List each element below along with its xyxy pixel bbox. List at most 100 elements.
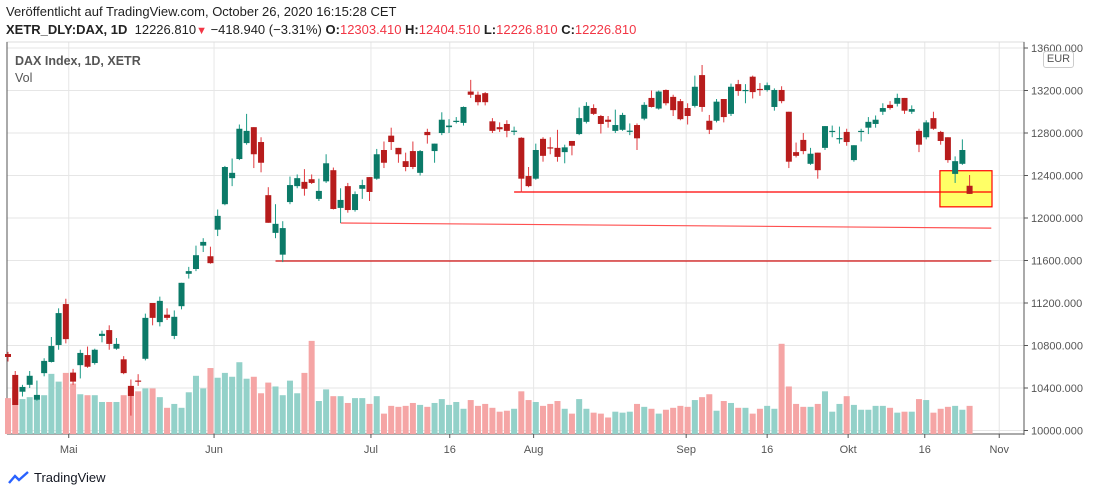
volume-bar xyxy=(55,381,62,434)
volume-bar xyxy=(344,402,351,434)
volume-bar xyxy=(908,411,915,434)
candle-body xyxy=(424,131,431,136)
candle-body xyxy=(872,119,879,124)
candle-body xyxy=(149,303,156,318)
candle xyxy=(373,148,380,180)
candle xyxy=(185,266,192,279)
candle xyxy=(930,111,937,130)
candle-body xyxy=(236,128,243,160)
candle xyxy=(258,137,265,173)
candle xyxy=(431,143,438,163)
candle xyxy=(959,139,966,165)
volume-bar xyxy=(764,405,771,434)
candle-body xyxy=(308,179,315,183)
candle xyxy=(923,120,930,140)
candle-body xyxy=(597,116,604,124)
candle-body xyxy=(330,170,337,209)
candle xyxy=(901,97,908,114)
x-tick-label: 16 xyxy=(919,444,931,456)
candle-body xyxy=(352,194,359,211)
candle-body xyxy=(850,145,857,161)
candle xyxy=(850,145,857,162)
volume-bar xyxy=(236,362,243,434)
volume-bar xyxy=(525,400,532,434)
volume-bar xyxy=(807,406,814,434)
x-tick-label: Nov xyxy=(989,444,1009,456)
volume-bar xyxy=(503,410,510,434)
candle xyxy=(402,152,409,172)
tradingview-branding[interactable]: TradingView xyxy=(8,470,106,485)
candle xyxy=(720,99,727,123)
volume-bar xyxy=(655,413,662,434)
candle-body xyxy=(930,118,937,129)
candle-body xyxy=(518,137,525,179)
volume-bar xyxy=(836,403,843,434)
volume-bar xyxy=(330,396,337,434)
candle xyxy=(200,238,207,252)
candle-body xyxy=(879,108,886,112)
candle xyxy=(525,167,532,188)
candle-body xyxy=(793,152,800,156)
volume-bar xyxy=(850,404,857,434)
candle-body xyxy=(547,147,554,149)
open-value: 12303.410 xyxy=(339,22,402,37)
volume-bar xyxy=(901,411,908,434)
x-tick-label: 16 xyxy=(761,444,773,456)
x-tick-label: Jun xyxy=(205,444,223,456)
candle xyxy=(634,123,641,150)
currency-badge[interactable]: EUR xyxy=(1043,51,1074,68)
candle-body xyxy=(366,177,373,192)
candle xyxy=(785,111,792,169)
candle xyxy=(771,88,778,111)
candle-body xyxy=(272,223,279,233)
candle xyxy=(41,358,48,377)
candle-body xyxy=(258,142,265,163)
candle-body xyxy=(865,121,872,128)
candle-body xyxy=(612,125,619,131)
candle-body xyxy=(619,114,626,130)
candle xyxy=(286,176,293,205)
candle-body xyxy=(474,94,481,103)
close-label: C: xyxy=(561,22,575,37)
candle xyxy=(728,83,734,116)
candle xyxy=(648,90,655,108)
volume-bar xyxy=(120,395,127,434)
candle xyxy=(966,175,973,194)
candle-body xyxy=(467,91,474,95)
candle-body xyxy=(431,143,438,152)
candle-body xyxy=(315,190,322,199)
candle xyxy=(691,75,698,108)
candle-body xyxy=(713,101,720,121)
volume-bar xyxy=(243,378,250,434)
candle-body xyxy=(800,139,807,152)
candle-body xyxy=(554,147,561,157)
candle xyxy=(952,156,959,183)
candle xyxy=(178,282,185,310)
support-line xyxy=(340,222,992,229)
volume-bar xyxy=(612,411,619,434)
volume-bar xyxy=(250,376,257,434)
candle xyxy=(214,209,221,237)
volume-bar xyxy=(373,396,380,434)
volume-bar xyxy=(171,403,178,434)
candle-body xyxy=(91,349,98,364)
y-tick-label: 12800.000 xyxy=(1031,128,1083,140)
candle xyxy=(366,177,373,201)
candle-body xyxy=(5,354,11,357)
candle xyxy=(98,330,105,343)
volume-bar xyxy=(742,407,749,434)
volume-bar xyxy=(952,405,959,434)
low-label: L: xyxy=(483,22,497,37)
volume-bar xyxy=(192,375,199,434)
volume-bar xyxy=(489,407,496,434)
candle xyxy=(250,127,257,169)
candle-body xyxy=(48,346,55,362)
volume-bar xyxy=(699,397,706,434)
volume-bar xyxy=(728,402,734,434)
candle xyxy=(453,117,460,124)
candle xyxy=(149,303,156,326)
x-tick-label: 16 xyxy=(444,444,456,456)
candle-body xyxy=(489,121,496,131)
candle-body xyxy=(749,76,756,93)
